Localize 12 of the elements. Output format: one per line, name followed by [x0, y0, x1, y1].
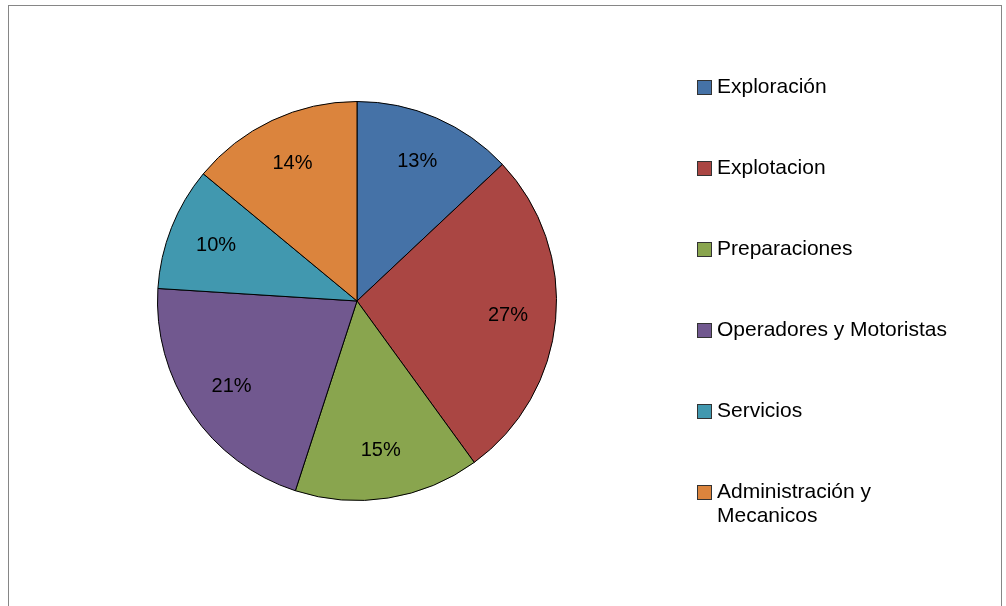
legend-label: Preparaciones — [717, 236, 853, 260]
data-label: 14% — [272, 151, 313, 174]
data-label: 15% — [360, 438, 401, 461]
legend-label: Servicios — [717, 398, 803, 422]
data-label: 27% — [487, 302, 529, 325]
data-label: 13% — [397, 149, 438, 172]
legend-label: Explotacion — [717, 155, 826, 179]
legend-label: Exploración — [717, 74, 827, 98]
legend-label: Operadores y Motoristas — [717, 317, 947, 341]
legend-label: Administración y Mecanicos — [717, 479, 873, 527]
data-label: 10% — [196, 232, 237, 255]
data-label: 21% — [211, 373, 252, 396]
